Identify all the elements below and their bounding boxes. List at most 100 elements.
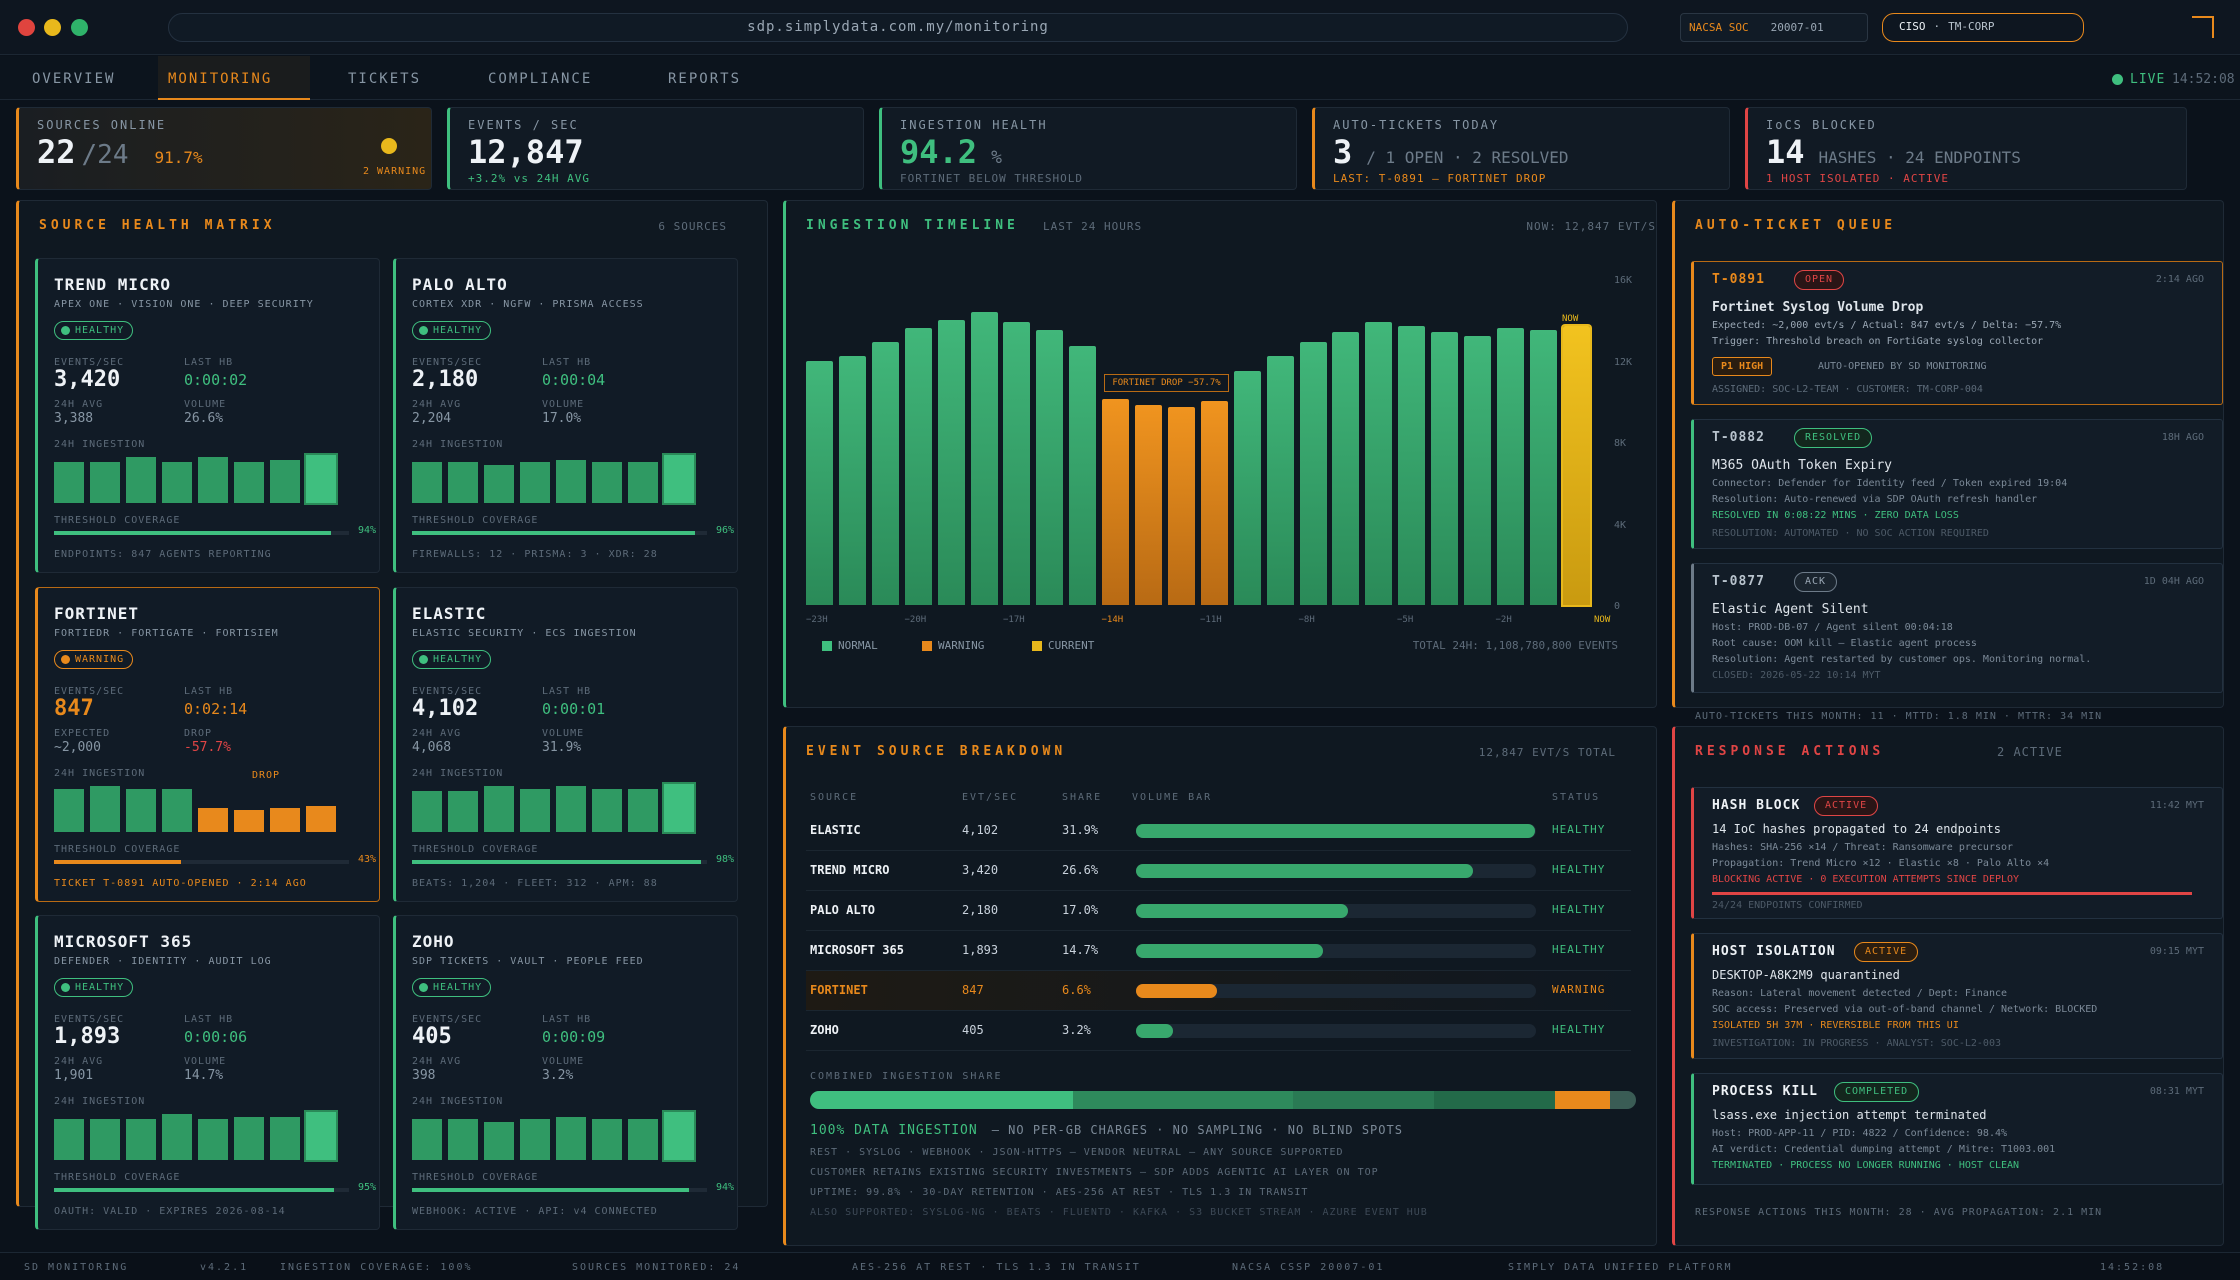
tab-overview[interactable]: OVERVIEW bbox=[32, 71, 116, 87]
label-hb: LAST HB bbox=[184, 1014, 234, 1025]
tab-tickets[interactable]: TICKETS bbox=[348, 71, 422, 87]
volume-value: 26.6% bbox=[184, 411, 224, 426]
auto-ticket-queue-panel: AUTO-TICKET QUEUE T-0891 OPEN 2:14 AGO F… bbox=[1672, 200, 2224, 722]
source-card-zoho[interactable]: ZOHO SDP TICKETS · VAULT · PEOPLE FEED HEA… bbox=[393, 915, 738, 1230]
panel-title: AUTO-TICKET QUEUE bbox=[1695, 218, 1897, 233]
ingestion-bar bbox=[162, 788, 192, 832]
label-eps: EVENTS/SEC bbox=[412, 357, 483, 368]
headline: 100% DATA INGESTION — NO PER-GB CHARGES ·… bbox=[810, 1123, 1403, 1138]
ticket-line: Root cause: OOM kill — Elastic agent pro… bbox=[1712, 638, 1977, 649]
maximize-window-button[interactable] bbox=[71, 19, 88, 36]
row-volume-fill bbox=[1136, 904, 1349, 918]
label-eps: EVENTS/SEC bbox=[412, 1014, 483, 1025]
label-avg: 24H AVG bbox=[54, 399, 104, 410]
source-card-elastic[interactable]: ELASTIC ELASTIC SECURITY · ECS INGESTION H… bbox=[393, 587, 738, 902]
row-volume-bar bbox=[1136, 864, 1536, 878]
ingestion-bar bbox=[90, 1119, 120, 1160]
ticket-line: Resolution: Auto-renewed via SDP OAuth r… bbox=[1712, 494, 2038, 505]
row-volume-bar bbox=[1136, 944, 1536, 958]
kpi-auto-tickets: AUTO-TICKETS TODAY 3 / 1 OPEN · 2 RESOLVE… bbox=[1312, 107, 1730, 190]
ingestion-bar bbox=[270, 808, 300, 832]
ticket-id: T-0882 bbox=[1712, 430, 1765, 445]
ingestion-bar bbox=[306, 455, 336, 503]
ticket-opened: AUTO-OPENED BY SD MONITORING bbox=[1818, 361, 1987, 372]
user-role-button[interactable]: CISO · TM-CORP bbox=[1882, 13, 2084, 42]
source-card-trend-micro[interactable]: TREND MICRO APEX ONE · VISION ONE · DEEP … bbox=[35, 258, 380, 573]
y-tick: 4K bbox=[1614, 519, 1627, 531]
col-status: STATUS bbox=[1552, 792, 1601, 803]
label-avg: 24H AVG bbox=[412, 728, 462, 739]
ingestion-bar bbox=[556, 459, 586, 503]
kpi-events-sec: EVENTS / SEC 12,847 +3.2% vs 24H AVG bbox=[447, 107, 864, 190]
volume-value: 3.2% bbox=[542, 1068, 574, 1083]
x-tick: −14H bbox=[1101, 615, 1124, 625]
live-indicator-icon bbox=[2112, 74, 2123, 85]
status-badge: HEALTHY bbox=[54, 978, 134, 997]
ingestion-bar bbox=[520, 788, 550, 832]
tab-reports[interactable]: REPORTS bbox=[668, 71, 742, 87]
action-card-hash-block[interactable]: HASH BLOCK ACTIVE 11:42 MYT 14 IoC hashe… bbox=[1691, 787, 2223, 919]
minimize-window-button[interactable] bbox=[44, 19, 61, 36]
timeline-bar bbox=[806, 360, 833, 605]
label-eps: EVENTS/SEC bbox=[412, 686, 483, 697]
timeline-bar bbox=[1431, 331, 1459, 605]
ingestion-bar bbox=[628, 788, 658, 832]
ingestion-bar bbox=[126, 457, 156, 503]
source-products: APEX ONE · VISION ONE · DEEP SECURITY bbox=[54, 299, 314, 310]
soc-label: NACSA SOC bbox=[1689, 21, 1749, 34]
row-volume-bar bbox=[1136, 824, 1536, 838]
action-card-process-kill[interactable]: PROCESS KILL COMPLETED 08:31 MYT lsass.e… bbox=[1691, 1073, 2223, 1185]
corner-bracket-icon bbox=[2192, 16, 2214, 38]
ingestion-bars bbox=[54, 1112, 354, 1160]
x-tick: −5H bbox=[1397, 615, 1414, 625]
ingestion-timeline-panel: INGESTION TIMELINE LAST 24 HOURS NOW: 12… bbox=[783, 200, 1657, 708]
x-tick: −17H bbox=[1003, 615, 1025, 625]
source-card-microsoft-365[interactable]: MICROSOFT 365 DEFENDER · IDENTITY · AUDIT… bbox=[35, 915, 380, 1230]
ticket-card-t0877[interactable]: T-0877 ACK 1D 04H AGO Elastic Agent Sile… bbox=[1691, 563, 2223, 693]
volume-value: 31.9% bbox=[542, 740, 582, 755]
event-source-breakdown-panel: EVENT SOURCE BREAKDOWN 12,847 EVT/S TOTA… bbox=[783, 726, 1657, 1246]
source-count: 6 SOURCES bbox=[658, 220, 727, 233]
status-badge: RESOLVED bbox=[1794, 428, 1873, 448]
action-card-host-isolation[interactable]: HOST ISOLATION ACTIVE 09:15 MYT DESKTOP-… bbox=[1691, 933, 2223, 1059]
row-volume-fill bbox=[1136, 864, 1473, 878]
row-share: 14.7% bbox=[1062, 943, 1099, 957]
ticket-card-t0882[interactable]: T-0882 RESOLVED 18H AGO M365 OAuth Token… bbox=[1691, 419, 2223, 549]
ticket-line: RESOLVED IN 0:08:22 MINS · ZERO DATA LOS… bbox=[1712, 510, 1959, 521]
breakdown-row-elastic: ELASTIC 4,102 31.9% HEALTHY bbox=[806, 811, 1631, 851]
action-line: Reason: Lateral movement detected / Dept… bbox=[1712, 988, 2008, 999]
action-time: 08:31 MYT bbox=[2149, 1086, 2204, 1097]
x-tick: −20H bbox=[904, 615, 927, 625]
source-name: TREND MICRO bbox=[54, 275, 171, 294]
now-tag: NOW bbox=[1562, 314, 1579, 324]
tab-compliance[interactable]: COMPLIANCE bbox=[488, 71, 593, 87]
ingestion-bar bbox=[412, 462, 442, 503]
ingestion-bar bbox=[484, 1121, 514, 1160]
coverage-pct: 96% bbox=[716, 525, 735, 536]
last-hb-value: 0:00:02 bbox=[184, 371, 248, 389]
source-card-fortinet[interactable]: FORTINET FORTIEDR · FORTIGATE · FORTISIEM… bbox=[35, 587, 380, 902]
ticket-card-t0891[interactable]: T-0891 OPEN 2:14 AGO Fortinet Syslog Vol… bbox=[1691, 261, 2223, 405]
coverage-bar bbox=[412, 860, 707, 864]
kpi-value: 22 bbox=[37, 133, 76, 171]
kpi-value: 12,847 bbox=[468, 133, 584, 171]
label-vol: VOLUME bbox=[542, 399, 585, 410]
action-title: HOST ISOLATION bbox=[1712, 944, 1836, 959]
ticket-assigned: ASSIGNED: SOC-L2-TEAM · CUSTOMER: TM-COR… bbox=[1712, 384, 1983, 395]
source-card-palo-alto[interactable]: PALO ALTO CORTEX XDR · NGFW · PRISMA ACCE… bbox=[393, 258, 738, 573]
action-line: Hashes: SHA-256 ×14 / Threat: Ransomware… bbox=[1712, 842, 2014, 853]
ticket-line: Host: PROD-DB-07 / Agent silent 00:04:18 bbox=[1712, 622, 1953, 633]
row-status: WARNING bbox=[1552, 983, 1606, 996]
combined-share-bar bbox=[810, 1091, 1636, 1109]
action-line: SOC access: Preserved via out-of-band ch… bbox=[1712, 1004, 2098, 1015]
coverage-bar bbox=[54, 531, 349, 535]
ticket-ago: 1D 04H AGO bbox=[2143, 576, 2204, 587]
y-tick: 16K bbox=[1614, 275, 1633, 286]
address-bar[interactable]: sdp.simplydata.com.my/monitoring bbox=[168, 13, 1628, 42]
tab-monitoring[interactable]: MONITORING bbox=[158, 56, 310, 100]
action-summary: 14 IoC hashes propagated to 24 endpoints bbox=[1712, 822, 2001, 836]
label-coverage: THRESHOLD COVERAGE bbox=[54, 844, 181, 855]
response-footer: RESPONSE ACTIONS THIS MONTH: 28 · AVG PR… bbox=[1695, 1207, 2103, 1218]
close-window-button[interactable] bbox=[18, 19, 35, 36]
ingestion-bar bbox=[54, 788, 84, 832]
